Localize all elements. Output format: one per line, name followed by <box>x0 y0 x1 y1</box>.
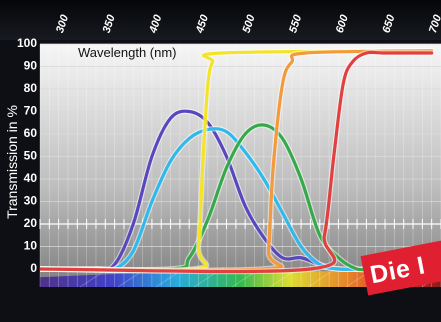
y-tick-label: 70 <box>24 104 38 118</box>
series-group <box>40 48 435 275</box>
y-tick-label: 30 <box>24 194 38 208</box>
y-tick-label: 20 <box>24 216 38 230</box>
x-tick-label: 600 <box>334 13 351 35</box>
y-tick-label: 100 <box>17 36 37 50</box>
promo-badge-bg <box>360 235 441 296</box>
y-tick-label: 90 <box>24 59 38 73</box>
series-line-2 <box>40 127 378 272</box>
x-tick-label: 500 <box>241 13 258 35</box>
promo-badge: Die I <box>360 235 441 296</box>
x-tick-label: 550 <box>287 13 304 35</box>
spectrum-gradient <box>40 271 441 287</box>
y-tick-label: 10 <box>24 239 38 253</box>
x-tick-label: 650 <box>380 13 397 35</box>
y-tick-label: 80 <box>24 81 38 95</box>
x-tick-label: 350 <box>101 13 118 35</box>
y-tick-label: 0 <box>30 261 37 275</box>
y-tick-label: 50 <box>24 149 38 163</box>
x-tick-label: 400 <box>147 13 165 36</box>
chart-title: Wavelength (nm) <box>78 45 177 60</box>
x-tick-label: 700 <box>427 13 441 35</box>
plot-area <box>40 44 441 287</box>
y-axis-label: Transmission in % <box>4 105 20 219</box>
x-axis-ticks: 300 350 400 450 500 550 600 650 700 <box>54 13 441 36</box>
x-tick-label: 450 <box>194 13 212 36</box>
series-line-3 <box>40 123 378 272</box>
top-band <box>0 0 441 40</box>
x-tick-label: 300 <box>54 13 71 35</box>
y-tick-label: 60 <box>24 126 38 140</box>
series-line-6 <box>40 50 434 274</box>
plot-background <box>40 44 441 287</box>
y-tick-label: 40 <box>24 171 38 185</box>
y-axis-ticks: 0 10 20 30 40 50 60 70 80 90 100 <box>17 36 37 275</box>
